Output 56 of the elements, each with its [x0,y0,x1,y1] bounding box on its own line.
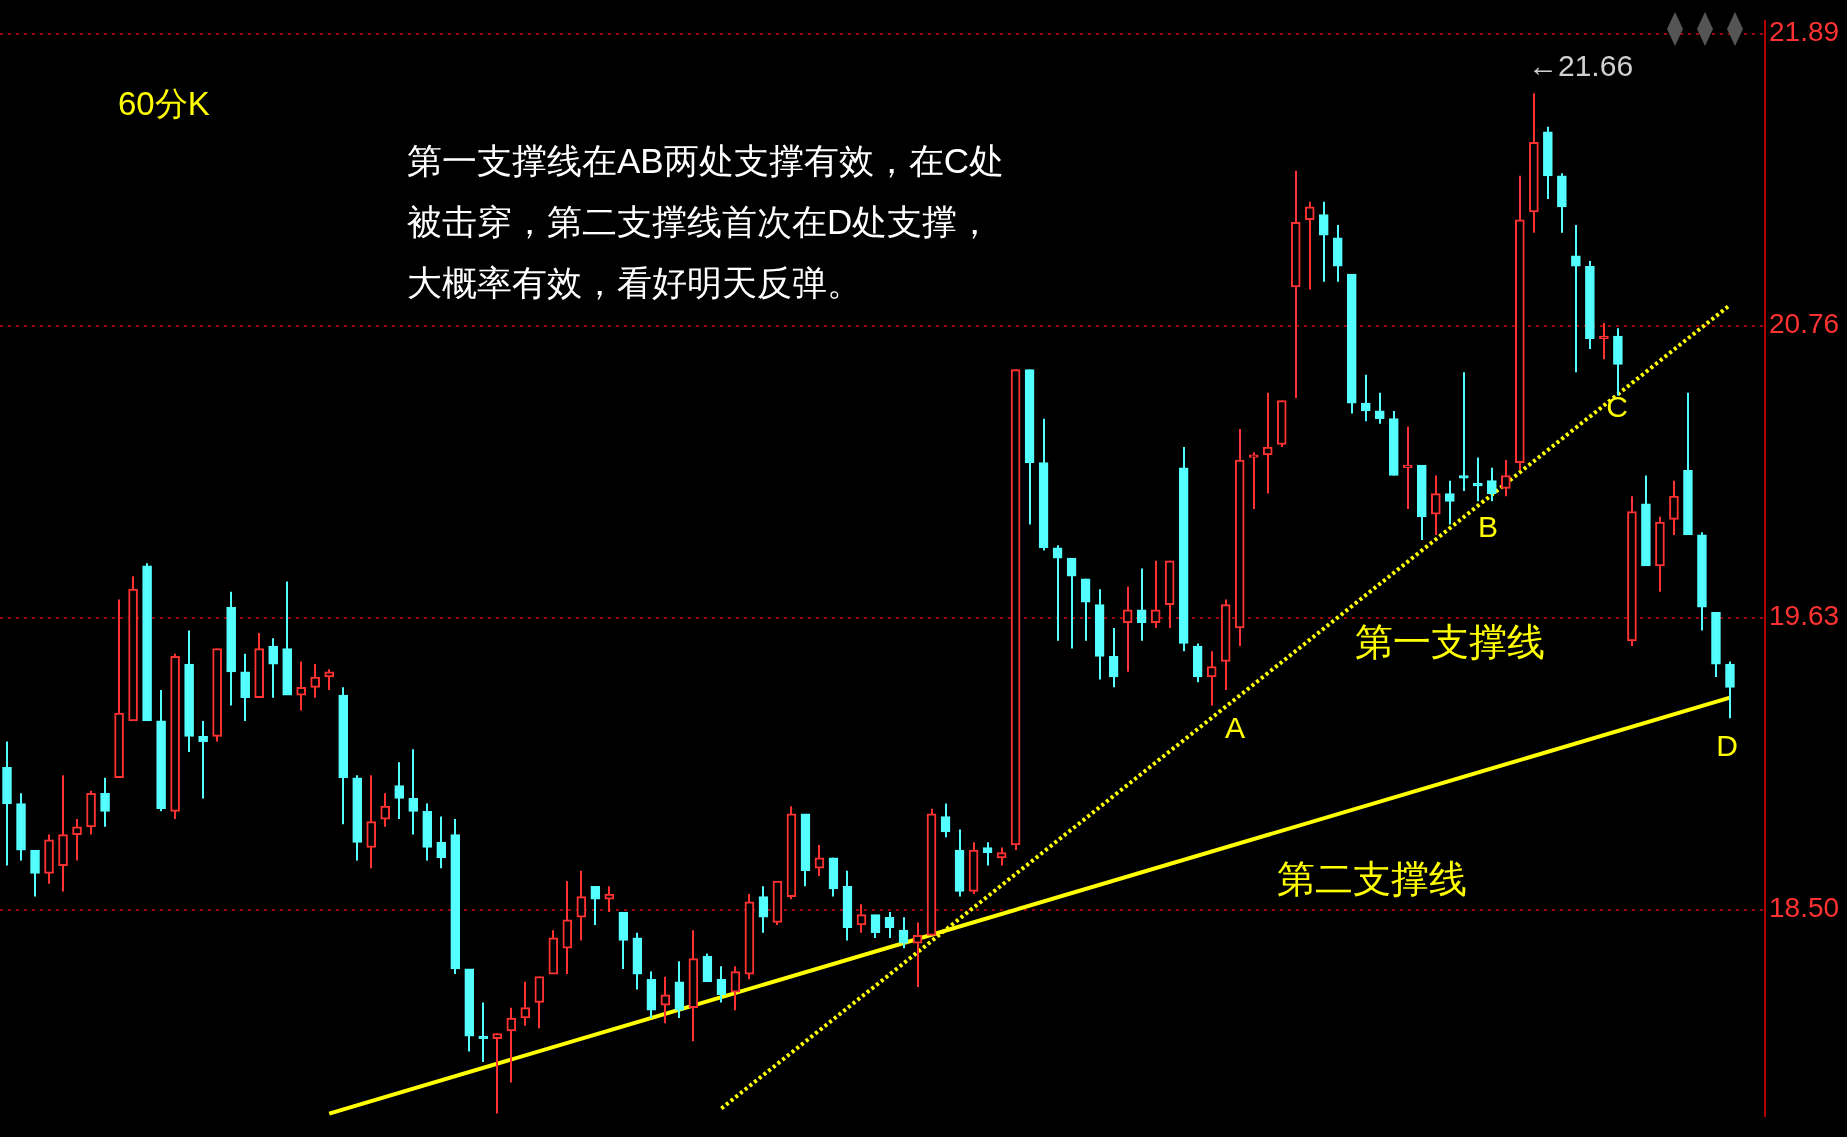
candlestick [1571,223,1581,374]
y-tick-label: 18.50 [1769,892,1840,924]
candlestick [604,885,615,914]
candlestick [1262,391,1273,495]
annotation: ←21.66 [1528,48,1634,84]
annotation: C [1605,389,1629,425]
candlestick [534,975,545,1030]
candlestick [1501,458,1511,498]
candlestick [100,776,110,828]
candlestick [506,1006,517,1084]
candlestick [1430,474,1441,536]
candlestick [72,818,82,862]
candlestick [1725,660,1735,720]
candlestick [1374,391,1385,425]
candlestick [520,980,531,1027]
candlestick [436,815,447,870]
candlestick [1599,322,1609,361]
candlestick [730,965,741,1012]
candlestick [1206,650,1217,707]
candlestick [1304,200,1315,291]
candlestick [30,849,40,898]
candlestick [1459,371,1469,492]
candlestick [982,841,993,867]
text: 60分K [118,84,210,124]
candlestick [296,660,306,712]
series-label: 第一支撑线 [1355,621,1546,664]
candlestick [240,652,250,722]
candlestick [1402,425,1413,511]
candlestick [1473,456,1483,503]
candlestick [590,885,601,927]
candlestick [1360,373,1371,423]
y-tick-label: 19.63 [1769,600,1840,632]
candlestick [366,774,377,870]
candlestick [492,1032,503,1115]
y-tick-label: 20.76 [1769,308,1840,340]
series-label: 第二支撑线 [1276,858,1467,901]
candlestick [758,885,769,934]
candlestick [576,869,587,942]
candlestick [1066,557,1077,650]
candlestick [478,1001,489,1063]
candlestick [394,761,405,821]
annotation: A [1224,710,1246,746]
candlestick [1487,466,1497,503]
candlestick [996,846,1007,867]
annotation: 第一支撑线在AB两处支撑有效，在C处被击穿，第二支撑线首次在D处支撑，大概率有效，看好明天反弹。 [407,140,1005,304]
candlestick [1318,200,1329,283]
candlestick [1444,479,1455,526]
candlestick [408,748,419,836]
y-tick-label: 21.89 [1769,16,1840,48]
annotation: B [1477,509,1499,545]
annotation: D [1715,728,1739,764]
candlestick [1669,479,1679,536]
candlestick [198,719,208,800]
candlestick [268,637,278,699]
candlestick [380,792,391,828]
candlestick [310,663,321,699]
